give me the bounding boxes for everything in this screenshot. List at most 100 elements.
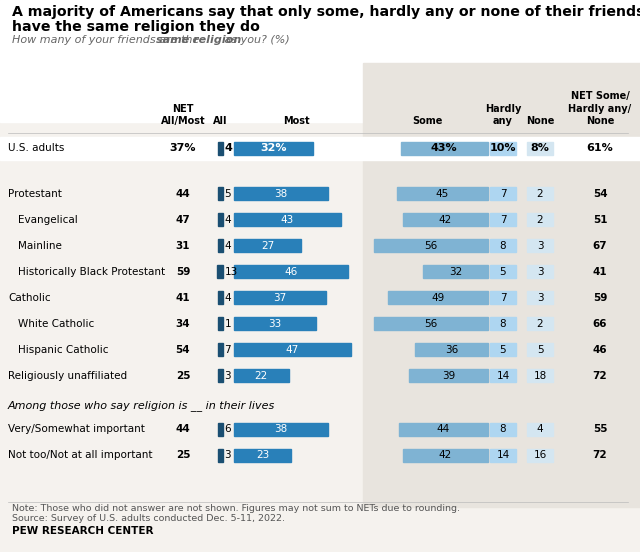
Text: 72: 72 bbox=[593, 371, 607, 381]
Text: Hardly
any: Hardly any bbox=[485, 104, 521, 126]
Text: 46: 46 bbox=[284, 267, 298, 277]
Text: 5: 5 bbox=[500, 267, 506, 277]
Text: 44: 44 bbox=[436, 424, 450, 434]
Bar bbox=[527, 343, 553, 356]
Text: Catholic: Catholic bbox=[8, 293, 51, 302]
Bar bbox=[0, 136, 640, 160]
Text: 7: 7 bbox=[225, 344, 231, 355]
Bar bbox=[403, 449, 488, 461]
Text: 37%: 37% bbox=[170, 143, 196, 153]
Text: 8%: 8% bbox=[531, 143, 549, 153]
Bar bbox=[374, 239, 488, 252]
Text: 61%: 61% bbox=[587, 143, 613, 153]
Text: 8: 8 bbox=[500, 424, 506, 434]
Text: 42: 42 bbox=[438, 215, 452, 225]
Text: 32%: 32% bbox=[260, 143, 287, 153]
Text: Mainline: Mainline bbox=[18, 241, 62, 251]
Text: 38: 38 bbox=[275, 424, 288, 434]
Bar bbox=[234, 423, 328, 436]
Text: 3: 3 bbox=[537, 241, 543, 251]
Text: 22: 22 bbox=[255, 371, 268, 381]
Text: 36: 36 bbox=[445, 344, 458, 355]
Bar bbox=[401, 141, 488, 155]
Bar bbox=[399, 423, 488, 436]
Text: 4: 4 bbox=[537, 424, 543, 434]
Text: 25: 25 bbox=[176, 450, 190, 460]
Text: 4: 4 bbox=[225, 241, 231, 251]
Bar bbox=[490, 213, 516, 226]
Text: 67: 67 bbox=[593, 241, 607, 251]
Bar bbox=[527, 187, 553, 200]
Bar bbox=[218, 239, 223, 252]
Bar bbox=[234, 449, 291, 461]
Text: 72: 72 bbox=[593, 450, 607, 460]
Text: 16: 16 bbox=[533, 450, 547, 460]
Text: 3: 3 bbox=[537, 267, 543, 277]
Text: 14: 14 bbox=[497, 450, 509, 460]
Text: 43%: 43% bbox=[431, 143, 458, 153]
Text: have the same religion they do: have the same religion they do bbox=[12, 20, 260, 34]
Bar bbox=[527, 141, 553, 155]
Text: 41: 41 bbox=[176, 293, 190, 302]
Bar bbox=[363, 63, 640, 507]
Bar bbox=[234, 291, 326, 304]
Text: 59: 59 bbox=[593, 293, 607, 302]
Text: 3: 3 bbox=[225, 371, 231, 381]
Bar bbox=[403, 213, 488, 226]
Text: 46: 46 bbox=[593, 344, 607, 355]
Text: 51: 51 bbox=[593, 215, 607, 225]
Bar bbox=[490, 265, 516, 278]
Bar bbox=[490, 343, 516, 356]
Bar bbox=[490, 449, 516, 461]
Text: 2: 2 bbox=[537, 319, 543, 328]
Text: 18: 18 bbox=[533, 371, 547, 381]
Text: 7: 7 bbox=[500, 293, 506, 302]
Bar bbox=[490, 369, 516, 382]
Bar bbox=[388, 291, 488, 304]
Text: Protestant: Protestant bbox=[8, 189, 62, 199]
Bar bbox=[218, 141, 223, 155]
Text: 47: 47 bbox=[285, 344, 299, 355]
Text: How many of your friends are the: How many of your friends are the bbox=[12, 35, 203, 45]
Text: 41: 41 bbox=[593, 267, 607, 277]
Text: U.S. adults: U.S. adults bbox=[8, 143, 65, 153]
Text: 25: 25 bbox=[176, 371, 190, 381]
Text: 54: 54 bbox=[176, 344, 190, 355]
Text: Hispanic Catholic: Hispanic Catholic bbox=[18, 344, 109, 355]
Text: 1: 1 bbox=[225, 319, 231, 328]
Text: as you? (%): as you? (%) bbox=[221, 35, 289, 45]
Text: 4: 4 bbox=[225, 215, 231, 225]
Text: 33: 33 bbox=[268, 319, 282, 328]
Bar bbox=[218, 423, 223, 436]
Bar bbox=[490, 423, 516, 436]
Text: 47: 47 bbox=[175, 215, 190, 225]
Text: 23: 23 bbox=[256, 450, 269, 460]
Text: Some: Some bbox=[412, 116, 442, 126]
Text: 44: 44 bbox=[175, 189, 190, 199]
Text: All: All bbox=[212, 116, 227, 126]
Bar bbox=[234, 239, 301, 252]
Bar bbox=[490, 291, 516, 304]
Text: 56: 56 bbox=[424, 241, 438, 251]
Text: Among those who say religion is __ in their lives: Among those who say religion is __ in th… bbox=[8, 400, 275, 411]
Text: 66: 66 bbox=[593, 319, 607, 328]
Bar bbox=[218, 213, 223, 226]
Text: Most: Most bbox=[283, 116, 309, 126]
Text: Not too/Not at all important: Not too/Not at all important bbox=[8, 450, 152, 460]
Bar bbox=[490, 239, 516, 252]
Text: 13: 13 bbox=[225, 267, 238, 277]
Bar bbox=[415, 343, 488, 356]
Bar bbox=[218, 317, 223, 330]
Text: 39: 39 bbox=[442, 371, 455, 381]
Text: Note: Those who did not answer are not shown. Figures may not sum to NETs due to: Note: Those who did not answer are not s… bbox=[12, 504, 460, 523]
Text: Evangelical: Evangelical bbox=[18, 215, 77, 225]
Bar bbox=[218, 187, 223, 200]
Text: A majority of Americans say that only some, hardly any or none of their friends: A majority of Americans say that only so… bbox=[12, 5, 640, 19]
Bar bbox=[234, 187, 328, 200]
Bar bbox=[218, 291, 223, 304]
Text: same religion: same religion bbox=[156, 35, 241, 45]
Bar bbox=[490, 187, 516, 200]
Text: 54: 54 bbox=[593, 189, 607, 199]
Text: Very/Somewhat important: Very/Somewhat important bbox=[8, 424, 145, 434]
Text: 3: 3 bbox=[225, 450, 231, 460]
